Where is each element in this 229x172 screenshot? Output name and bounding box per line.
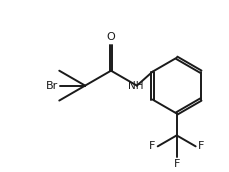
Text: O: O: [106, 32, 115, 42]
Text: F: F: [173, 159, 179, 169]
Text: Br: Br: [45, 81, 57, 91]
Text: F: F: [197, 141, 203, 151]
Text: F: F: [149, 141, 155, 151]
Text: NH: NH: [128, 81, 143, 91]
